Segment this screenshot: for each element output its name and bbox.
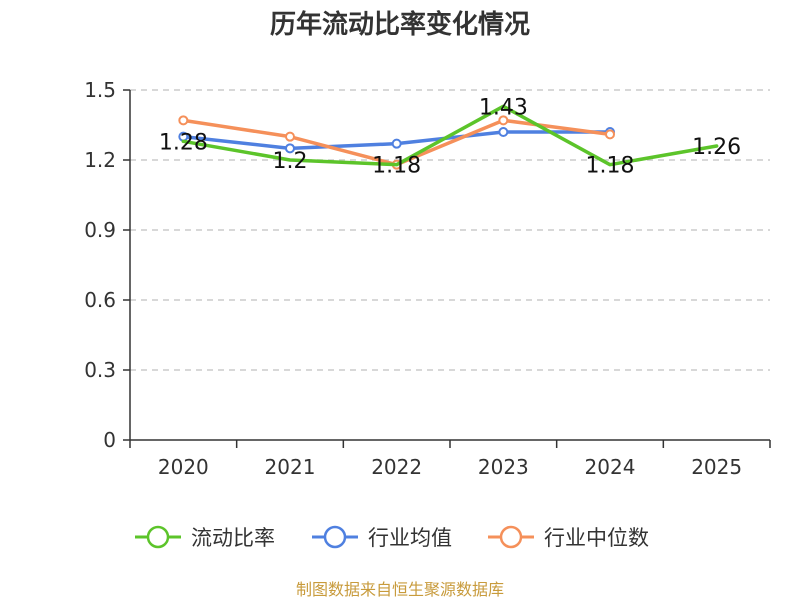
x-tick-label: 2021: [265, 455, 316, 479]
series-point-1: [498, 127, 509, 137]
y-tick-label: 0: [103, 428, 116, 452]
legend-label: 流动比率: [191, 526, 275, 550]
series-line-0: [181, 104, 719, 167]
data-label: 1.18: [372, 154, 421, 179]
x-tick-label: 2022: [371, 455, 422, 479]
x-tick-label: 2025: [691, 455, 742, 479]
data-label: 1.43: [479, 95, 528, 120]
series-point-2: [498, 115, 509, 126]
x-tick-label: 2023: [478, 455, 529, 479]
axes: 0 0.3 0.6 0.9 1.2 1.5 2020 2021 2022 2023 2024 2025: [84, 78, 771, 479]
y-tick-label: 0.9: [84, 218, 116, 242]
series-point-1: [391, 138, 402, 149]
y-tick-label: 1.2: [84, 148, 116, 172]
x-tick-label: 2024: [585, 455, 636, 479]
legend-marker: [146, 525, 170, 549]
series-point-2: [605, 129, 615, 140]
x-tick-label: 2020: [158, 455, 209, 479]
data-label: 1.18: [586, 154, 635, 179]
source-footer: 制图数据来自恒生聚源数据库: [296, 580, 504, 599]
grid-lines: [130, 89, 770, 371]
y-tick-label: 0.3: [84, 358, 116, 382]
legend-marker: [499, 525, 523, 549]
series-point-1: [285, 143, 295, 154]
y-tick-label: 0.6: [84, 288, 116, 312]
data-label: 1.26: [692, 135, 741, 160]
data-label: 1.28: [159, 130, 208, 155]
series-lines: [178, 104, 719, 170]
legend-label: 行业均值: [368, 526, 452, 550]
legend-item-1[interactable]: 行业均值: [312, 525, 452, 550]
legend[interactable]: 流动比率 行业均值 行业中位数: [135, 525, 649, 550]
legend-item-0[interactable]: 流动比率: [135, 525, 275, 550]
legend-item-2[interactable]: 行业中位数: [488, 525, 649, 550]
y-tick-label: 1.5: [84, 78, 116, 102]
legend-label: 行业中位数: [544, 526, 649, 550]
chart-title: 历年流动比率变化情况: [270, 9, 530, 40]
series-point-2: [285, 131, 295, 142]
legend-marker: [323, 525, 347, 549]
data-labels: 1.28 1.2 1.18 1.43 1.18 1.26: [159, 95, 741, 178]
data-label: 1.2: [273, 149, 308, 174]
series-point-2: [178, 115, 189, 126]
